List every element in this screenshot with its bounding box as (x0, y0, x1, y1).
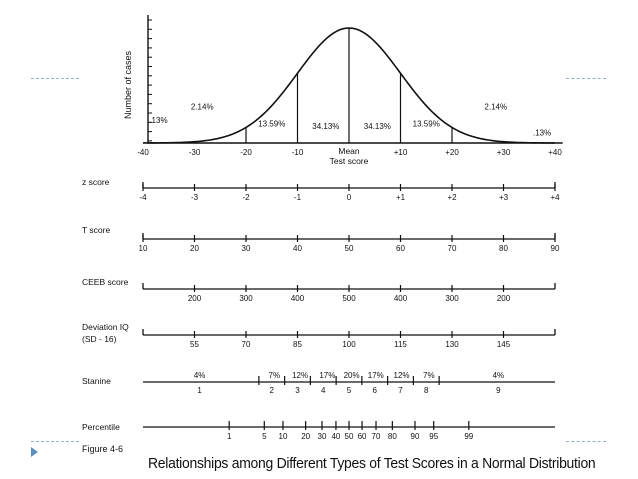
test-score-label: Test score (330, 156, 369, 166)
percentile-tick-label: 10 (279, 432, 288, 441)
right-dash-upper (566, 78, 606, 79)
scale-tick-label: 100 (342, 340, 356, 349)
scale-tick-label: 115 (394, 340, 407, 349)
scale-tick-label: 300 (239, 294, 253, 303)
scale-name-label: CEEB score (82, 277, 129, 287)
scale-tick-label: 55 (190, 340, 199, 349)
curve-x-tick-label: +10 (394, 148, 408, 157)
scale-name-label: T score (82, 225, 110, 235)
slide-caption: Relationships among Different Types of T… (148, 455, 596, 472)
scale-tick-label: 85 (293, 340, 302, 349)
percentile-tick-label: 50 (345, 432, 354, 441)
curve-x-tick-label: +20 (445, 148, 459, 157)
percentile-tick-label: 80 (388, 432, 397, 441)
stanine-percent-label: 12% (394, 371, 410, 380)
stanine-percent-label: 20% (344, 371, 360, 380)
scale-tick-label: -1 (294, 193, 302, 202)
stanine-number-label: 3 (295, 386, 300, 395)
score-scales: z score -4 -3 -2 -1 0 +1 +2 +3 +4 T score 10 20 30 40 5… (82, 177, 560, 441)
curve-x-tick-label: -10 (292, 148, 304, 157)
y-axis-label: Number of cases (123, 50, 133, 119)
percentile-name-label: Percentile (82, 422, 120, 432)
stanine-number-label: 1 (197, 386, 202, 395)
percentile-tick-label: 5 (262, 432, 267, 441)
stanine-number-label: 8 (424, 386, 429, 395)
percentile-tick-label: 20 (301, 432, 310, 441)
scale-tick-label: 90 (551, 244, 560, 253)
scale-tick-label: 200 (188, 294, 202, 303)
scale-tick-label: +3 (499, 193, 509, 202)
percentile-tick-label: 1 (227, 432, 232, 441)
scale-tick-label: 400 (291, 294, 305, 303)
percentile-tick-label: 95 (429, 432, 438, 441)
scale-tick-label: 80 (499, 244, 508, 253)
percentile-tick-label: 99 (464, 432, 473, 441)
region-percent-label: 34.13% (364, 122, 391, 131)
curve-x-tick-label: -30 (189, 148, 201, 157)
region-percent-label: 2.14% (191, 102, 214, 111)
stanine-percent-label: 4% (194, 371, 206, 380)
percentile-tick-label: 40 (331, 432, 340, 441)
scale-tick-label: 200 (497, 294, 511, 303)
curve-x-tick-label: -40 (137, 148, 149, 157)
scale-tick-label: -3 (191, 193, 199, 202)
scale-name-label-line2: (SD - 16) (82, 334, 117, 344)
scale-tick-label: +2 (447, 193, 457, 202)
stanine-percent-label: 4% (493, 371, 505, 380)
stanine-number-label: 6 (373, 386, 378, 395)
scale-tick-label: 30 (242, 244, 251, 253)
percentile-tick-label: 90 (411, 432, 420, 441)
curve-x-tick-label: +40 (548, 148, 562, 157)
stanine-number-label: 4 (321, 386, 326, 395)
figure-label: Figure 4-6 (82, 444, 123, 454)
curve-x-tick-label: +30 (497, 148, 511, 157)
scale-tick-label: 70 (448, 244, 457, 253)
region-percent-label: 13.59% (413, 120, 440, 129)
stanine-name-label: Stanine (82, 376, 111, 386)
scale-tick-label: 400 (394, 294, 408, 303)
stanine-percent-label: 12% (292, 371, 308, 380)
scale-tick-label: +1 (396, 193, 406, 202)
stanine-number-label: 5 (347, 386, 352, 395)
stanine-percent-label: 17% (368, 371, 384, 380)
scale-tick-label: 60 (396, 244, 405, 253)
stanine-number-label: 2 (270, 386, 275, 395)
region-percent-label: 2.14% (484, 102, 507, 111)
scale-tick-label: 20 (190, 244, 199, 253)
right-dash-lower (566, 441, 606, 442)
region-percent-label: .13% (533, 129, 551, 138)
scale-tick-label: 40 (293, 244, 302, 253)
left-dash-lower (31, 441, 79, 442)
mean-label: Mean (338, 146, 360, 156)
scale-tick-label: 300 (445, 294, 459, 303)
scale-tick-label: 50 (345, 244, 354, 253)
percentile-tick-label: 60 (358, 432, 367, 441)
scale-tick-label: -2 (242, 193, 250, 202)
bullet-arrow-icon (31, 447, 38, 457)
stanine-number-label: 7 (398, 386, 403, 395)
region-percent-label: .13% (149, 116, 167, 125)
stanine-percent-label: 7% (423, 371, 435, 380)
curve-x-tick-label: -20 (240, 148, 252, 157)
scale-tick-label: 10 (139, 244, 148, 253)
stanine-percent-label: 17% (319, 371, 335, 380)
scale-tick-label: -4 (139, 193, 147, 202)
region-percent-label: 34.13% (312, 122, 339, 131)
percentile-tick-label: 30 (318, 432, 327, 441)
left-dash-upper (31, 78, 79, 79)
scale-tick-label: 130 (445, 340, 459, 349)
scale-name-label: z score (82, 177, 110, 187)
scale-tick-label: 145 (497, 340, 511, 349)
scale-name-label: Deviation IQ (82, 322, 129, 332)
scale-tick-label: 0 (347, 193, 352, 202)
percentile-tick-label: 70 (372, 432, 381, 441)
scale-tick-label: 70 (242, 340, 251, 349)
scale-tick-label: +4 (550, 193, 560, 202)
stanine-number-label: 9 (496, 386, 501, 395)
region-percent-label: 13.59% (258, 120, 285, 129)
stanine-percent-label: 7% (269, 371, 281, 380)
normal-curve-panel: Number of cases Mean Test score .13% 2.14… (123, 15, 563, 166)
scale-tick-label: 500 (342, 294, 356, 303)
